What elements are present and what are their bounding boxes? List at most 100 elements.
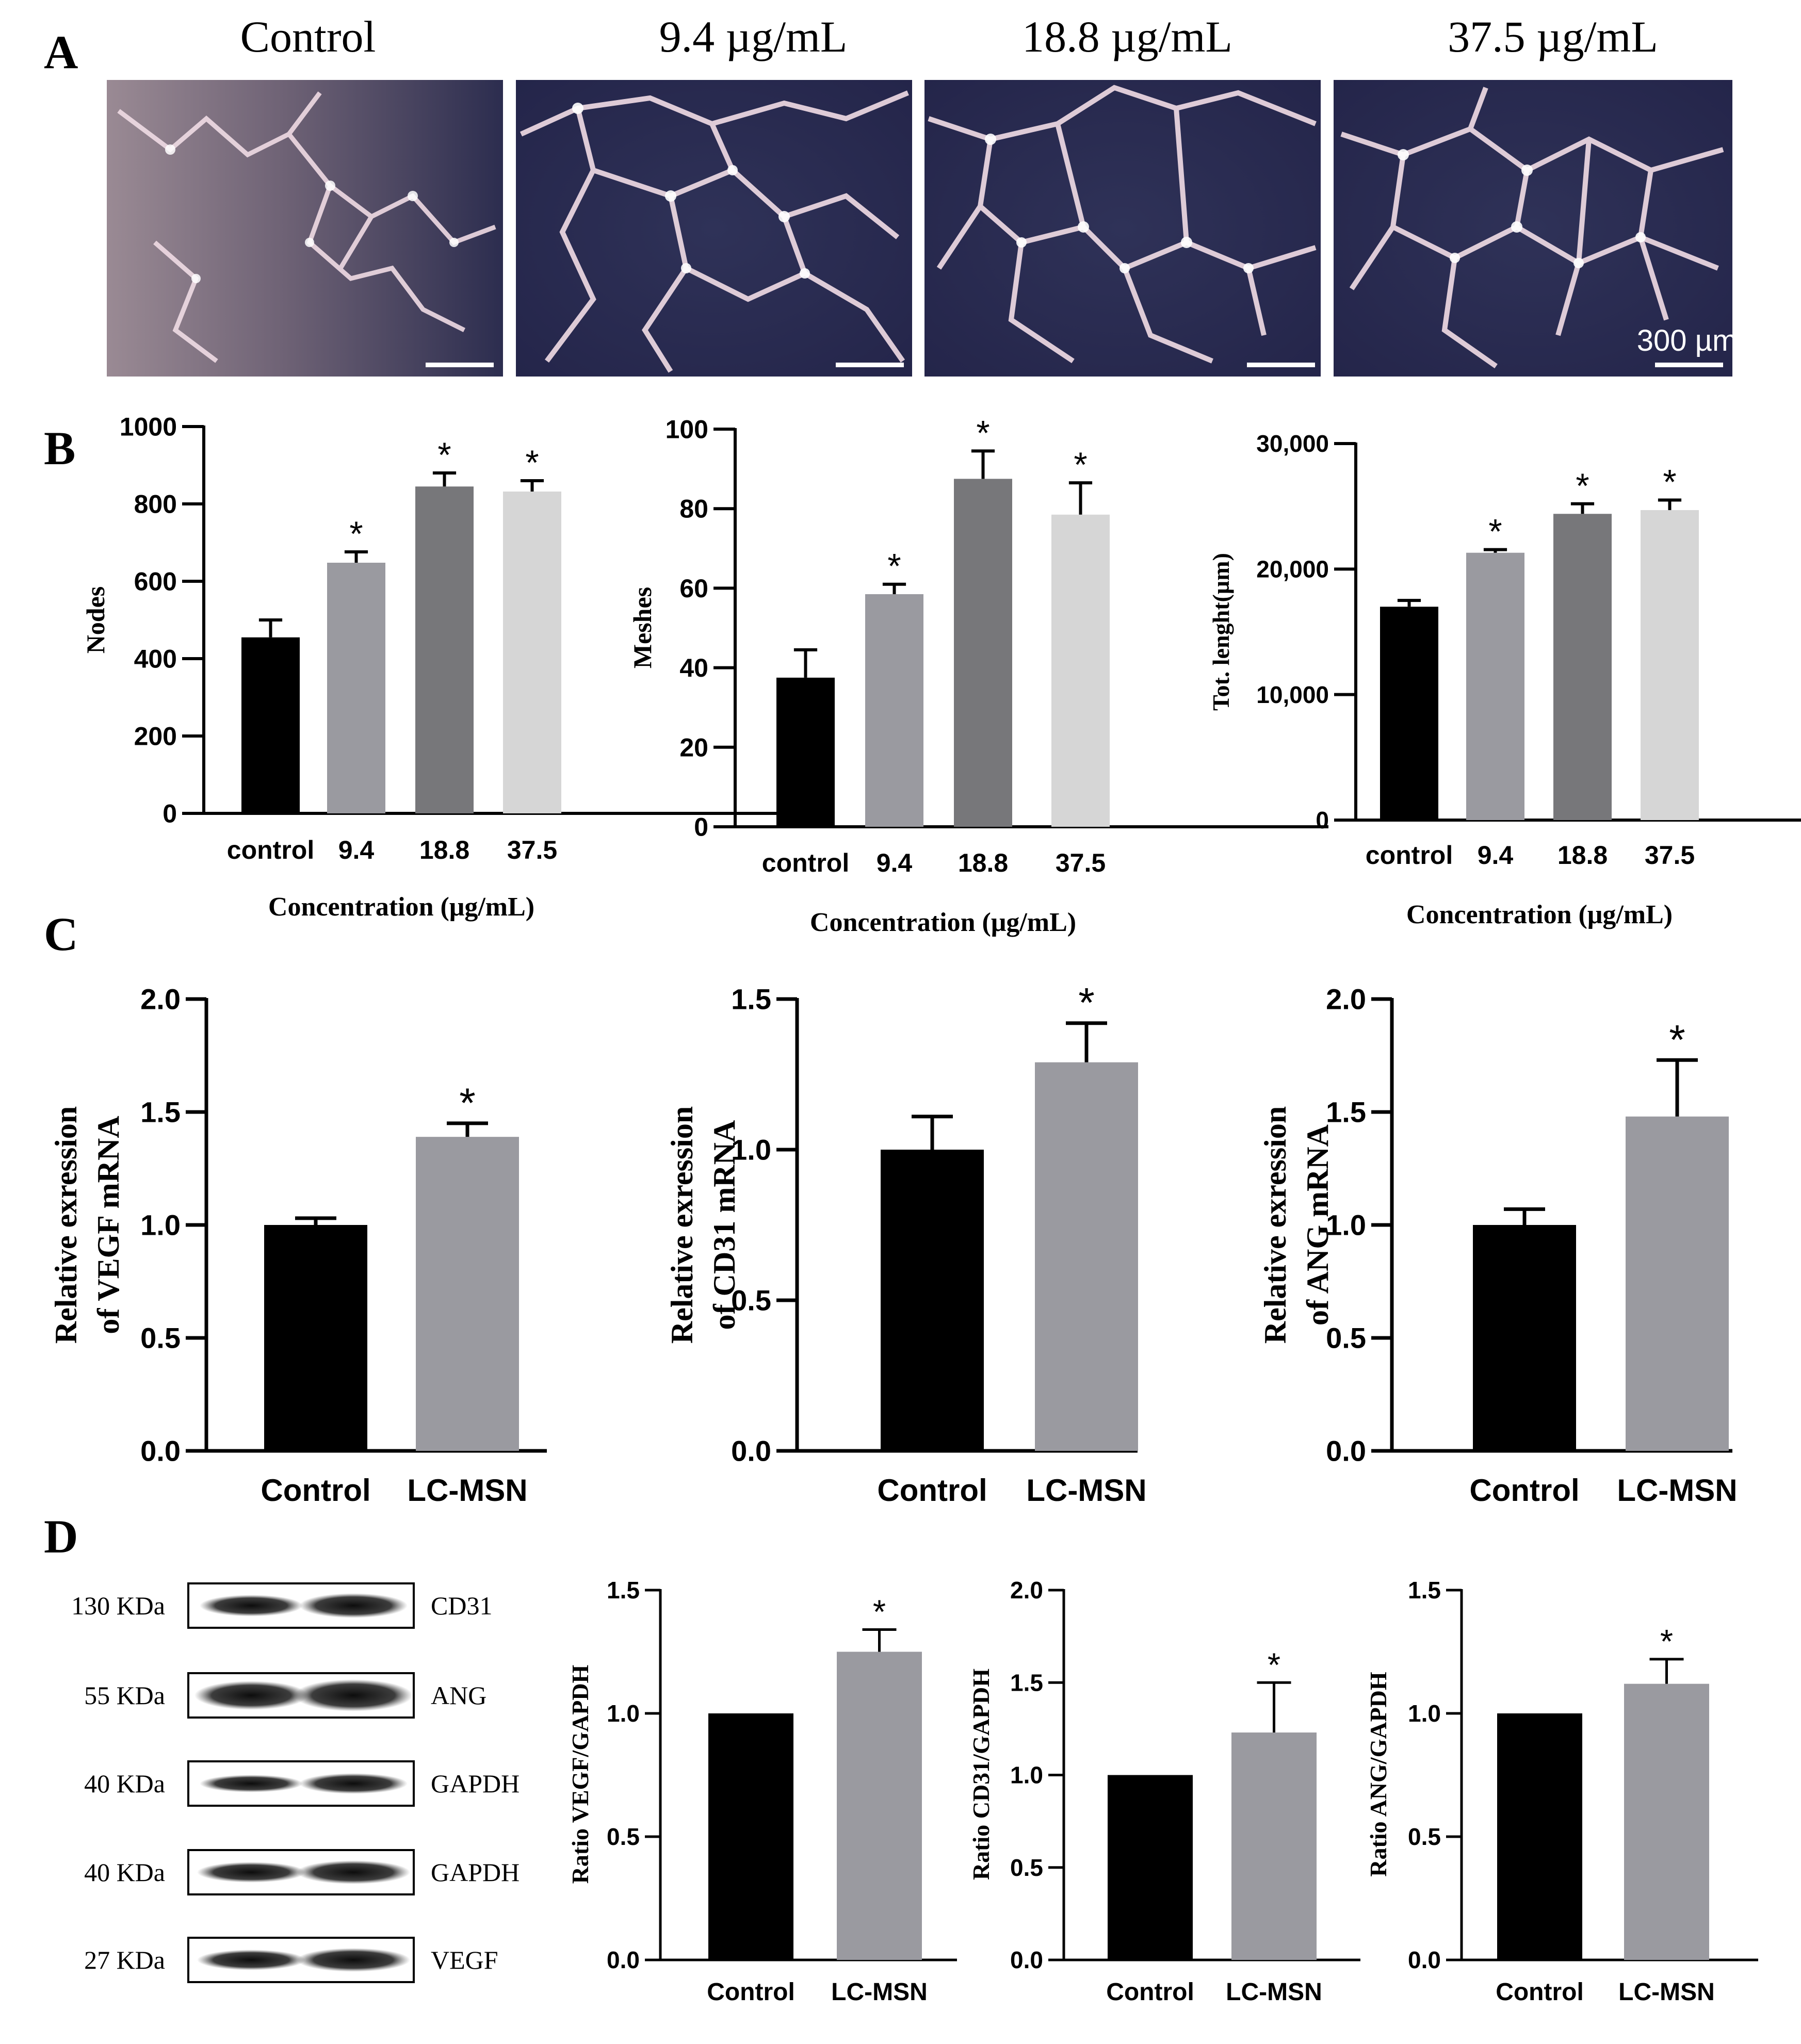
y-tick-label: 0.5 (731, 1284, 771, 1317)
y-tick-label: 40 (679, 653, 708, 682)
y-axis-title: Relative exression (1258, 1106, 1292, 1344)
band-control (200, 1595, 303, 1616)
band-control (194, 1681, 308, 1710)
y-tick-label: 0 (163, 799, 177, 828)
y-tick-label: 2.0 (1010, 1577, 1043, 1604)
y-tick-label: 0.0 (140, 1435, 181, 1467)
bar-37-5 (1641, 510, 1699, 820)
panel-a: Control 9.4 µg/mL 18.8 µg/mL 37.5 µg/mL (107, 12, 1737, 377)
y-axis-title: Relative exression (665, 1106, 699, 1344)
y-tick-label: 0.5 (140, 1322, 181, 1354)
y-tick-label: 200 (134, 722, 177, 751)
blot-protein-label: CD31 (431, 1591, 492, 1620)
significance-marker: * (1576, 467, 1589, 505)
bar-control (1380, 607, 1438, 820)
y-tick-label: 0 (1316, 807, 1329, 833)
bar-lc-msn (837, 1651, 922, 1960)
y-tick-label: 0.0 (1010, 1947, 1043, 1973)
bar-lc-msn (1624, 1683, 1709, 1960)
y-tick-label: 0.0 (1326, 1435, 1366, 1467)
x-tick-label: Control (877, 1473, 987, 1508)
y-tick-label: 0 (694, 813, 708, 842)
y-tick-label: 1.0 (607, 1700, 640, 1727)
bar-control (241, 637, 300, 813)
micrograph-18-8 (924, 80, 1321, 377)
significance-marker: * (873, 1593, 886, 1630)
x-axis-title: Concentration (μg/mL) (268, 892, 534, 922)
y-tick-label: 1.5 (140, 1096, 181, 1129)
bar-control (1473, 1225, 1576, 1451)
band-lc-msn (297, 1948, 410, 1972)
y-tick-label: 1.5 (1326, 1096, 1366, 1129)
y-axis-title: Meshes (628, 587, 657, 668)
blot-protein-label: GAPDH (431, 1769, 520, 1798)
band-control (200, 1775, 303, 1792)
significance-marker: * (1078, 980, 1095, 1026)
bar-lc-msn (1231, 1732, 1317, 1960)
y-axis-title: Tot. lenght(µm) (1208, 553, 1234, 711)
x-tick-label: LC-MSN (831, 1978, 928, 2006)
x-axis-title: Concentration (μg/mL) (810, 908, 1076, 937)
y-tick-label: 100 (666, 415, 708, 444)
chart-b1: 02004006008001000control*9.4*18.8*37.5Co… (81, 413, 779, 922)
y-tick-label: 2.0 (1326, 983, 1366, 1016)
blot-size-label: 40 KDa (84, 1769, 165, 1798)
blot-row-ang: 55 KDa ANG (84, 1672, 486, 1719)
image-title-18-8: 18.8 µg/mL (1022, 12, 1232, 61)
bar-9-4 (327, 563, 385, 813)
panel-letter-a: A (44, 26, 78, 78)
x-tick-label: 9.4 (1478, 841, 1514, 870)
x-axis-title: Concentration (μg/mL) (1406, 900, 1673, 929)
x-tick-label: 18.8 (1557, 841, 1608, 870)
y-tick-label: 2.0 (140, 983, 181, 1016)
significance-marker: * (525, 444, 539, 482)
y-tick-label: 0.0 (1408, 1947, 1441, 1973)
y-tick-label: 400 (134, 645, 177, 674)
y-axis-title: of ANG mRNA (1301, 1124, 1335, 1326)
y-axis-title: Nodes (81, 586, 110, 654)
band-lc-msn (299, 1773, 408, 1794)
significance-marker: * (1660, 1623, 1673, 1660)
significance-marker: * (1488, 513, 1502, 551)
bar-9-4 (1466, 552, 1524, 820)
blot-protein-label: VEGF (431, 1945, 498, 1974)
y-tick-label: 0.0 (731, 1435, 771, 1467)
chart-b2: 0 20 40 60 80 100 control * 9.4 * 18.8 * 37.5 Concent… (628, 414, 1328, 937)
y-tick-label: 20,000 (1256, 555, 1329, 582)
y-tick-label: 1.5 (607, 1577, 640, 1604)
x-tick-label: control (227, 836, 314, 864)
bar-37-5 (1051, 514, 1110, 827)
y-tick-label: 1000 (120, 413, 177, 441)
charts: 02004006008001000control*9.4*18.8*37.5Co… (49, 413, 1801, 2006)
x-tick-label: Control (1106, 1978, 1194, 2006)
x-tick-label: LC-MSN (1618, 1978, 1715, 2006)
significance-marker: * (1268, 1646, 1280, 1683)
bar-lc-msn (1035, 1062, 1138, 1451)
y-axis-title: Relative exression (49, 1106, 83, 1344)
bar-control (776, 677, 835, 827)
panel-letter-c: C (44, 908, 78, 960)
significance-marker: * (459, 1080, 476, 1126)
x-tick-label: 9.4 (877, 848, 913, 877)
x-tick-label: Control (1469, 1473, 1579, 1508)
y-tick-label: 20 (679, 733, 708, 762)
y-axis-title: Ratio ANG/GAPDH (1365, 1672, 1391, 1877)
y-tick-label: 1.5 (1010, 1669, 1043, 1696)
bar-control (708, 1713, 793, 1960)
y-tick-label: 0.5 (1326, 1322, 1366, 1354)
y-axis-title: of VEGF mRNA (91, 1116, 125, 1334)
x-tick-label: Control (261, 1473, 370, 1508)
bar-control (1497, 1713, 1582, 1960)
bar-18-8 (1553, 514, 1612, 820)
blot-protein-label: ANG (431, 1681, 486, 1710)
blot-size-label: 130 KDa (71, 1591, 165, 1620)
bar-18-8 (415, 486, 474, 813)
significance-marker: * (349, 515, 363, 553)
blot-row-gapdh: 40 KDa GAPDH (84, 1760, 520, 1807)
y-tick-label: 1.5 (1408, 1577, 1441, 1604)
significance-marker: * (976, 414, 989, 452)
x-tick-label: Control (707, 1978, 795, 2006)
scale-bar-label: 300 µm (1637, 324, 1738, 357)
y-tick-label: 800 (134, 490, 177, 519)
bar-9-4 (865, 594, 923, 827)
